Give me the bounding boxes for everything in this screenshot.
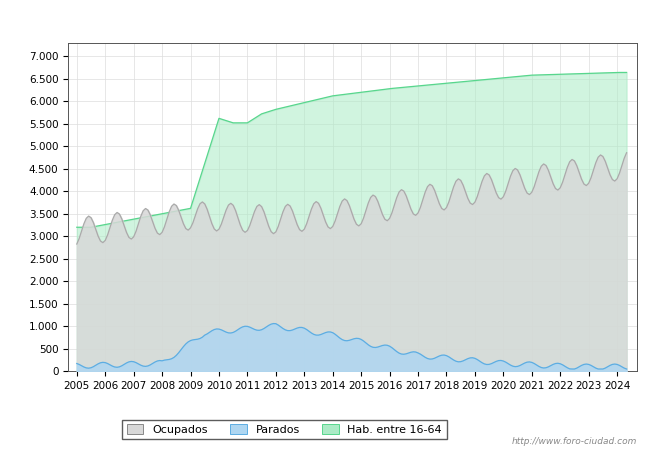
Text: Alcarràs - Evolucion de la poblacion en edad de Trabajar Mayo de 2024: Alcarràs - Evolucion de la poblacion en … [88, 12, 562, 25]
Text: http://www.foro-ciudad.com: http://www.foro-ciudad.com [512, 436, 637, 446]
Legend: Ocupados, Parados, Hab. entre 16-64: Ocupados, Parados, Hab. entre 16-64 [122, 419, 447, 439]
